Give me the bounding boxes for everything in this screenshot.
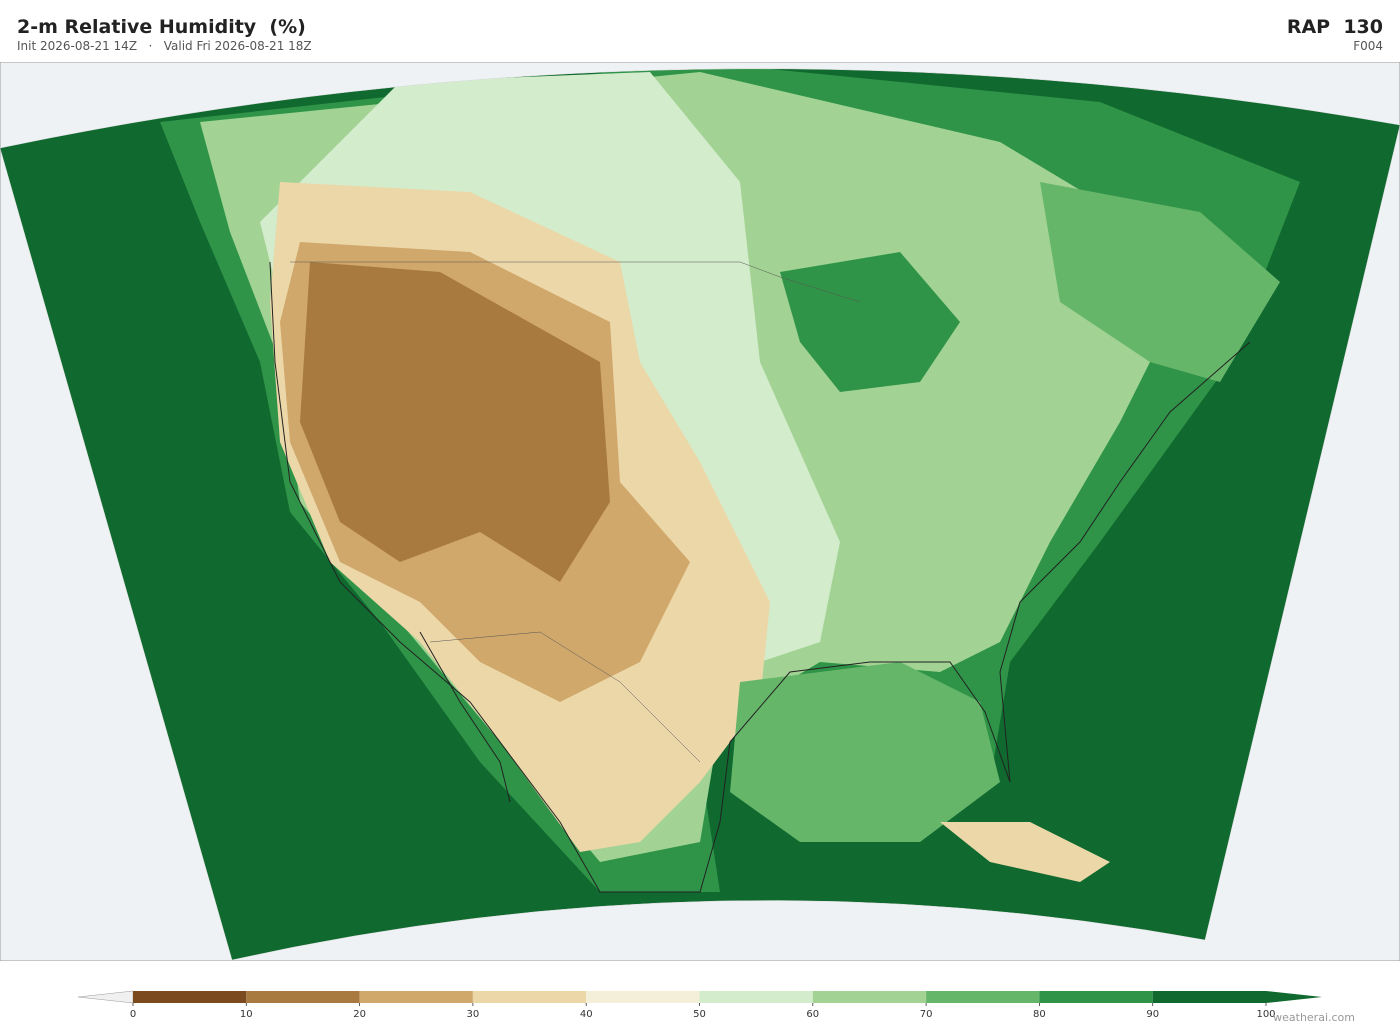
colorbar-tick-label: 0 bbox=[130, 1009, 136, 1020]
subtitle: Init 2026-08-21 14Z · Valid Fri 2026-08-… bbox=[17, 39, 312, 53]
colorbar-segment bbox=[926, 991, 1040, 1003]
colorbar-tick-label: 30 bbox=[467, 1009, 480, 1020]
colorbar-segment bbox=[359, 991, 473, 1003]
colorbar-tick-label: 90 bbox=[1146, 1009, 1159, 1020]
colorbar-segment bbox=[586, 991, 700, 1003]
map bbox=[0, 62, 1400, 961]
model-label: RAP 130 bbox=[1286, 16, 1383, 38]
colorbar-over bbox=[1266, 991, 1322, 1003]
colorbar-segment bbox=[246, 991, 360, 1003]
colorbar-tick-label: 100 bbox=[1256, 1009, 1275, 1020]
colorbar-tick-label: 80 bbox=[1033, 1009, 1046, 1020]
colorbar-segment bbox=[133, 991, 247, 1003]
colorbar-tick-label: 60 bbox=[806, 1009, 819, 1020]
colorbar-segment bbox=[1039, 991, 1153, 1003]
colorbar-tick-label: 20 bbox=[353, 1009, 366, 1020]
colorbar-tick-label: 50 bbox=[693, 1009, 706, 1020]
colorbar-segment bbox=[699, 991, 813, 1003]
coastlines bbox=[269, 261, 1251, 893]
colorbar-under bbox=[77, 990, 134, 1004]
colorbar: 0 10 20 30 40 50 60 70 80 90 100 bbox=[77, 990, 1322, 1020]
forecast-hour: F004 bbox=[1353, 39, 1383, 53]
colorbar-segment bbox=[472, 991, 587, 1003]
colorbar-tick-label: 40 bbox=[580, 1009, 593, 1020]
humidity-field bbox=[0, 68, 1400, 960]
borders bbox=[290, 261, 861, 763]
colorbar-segment bbox=[812, 991, 927, 1003]
watermark: weatherai.com bbox=[1273, 1011, 1355, 1024]
colorbar-segment bbox=[1152, 991, 1266, 1003]
title: 2-m Relative Humidity (%) bbox=[17, 16, 306, 38]
colorbar-tick-label: 70 bbox=[920, 1009, 933, 1020]
colorbar-tick-label: 10 bbox=[240, 1009, 253, 1020]
